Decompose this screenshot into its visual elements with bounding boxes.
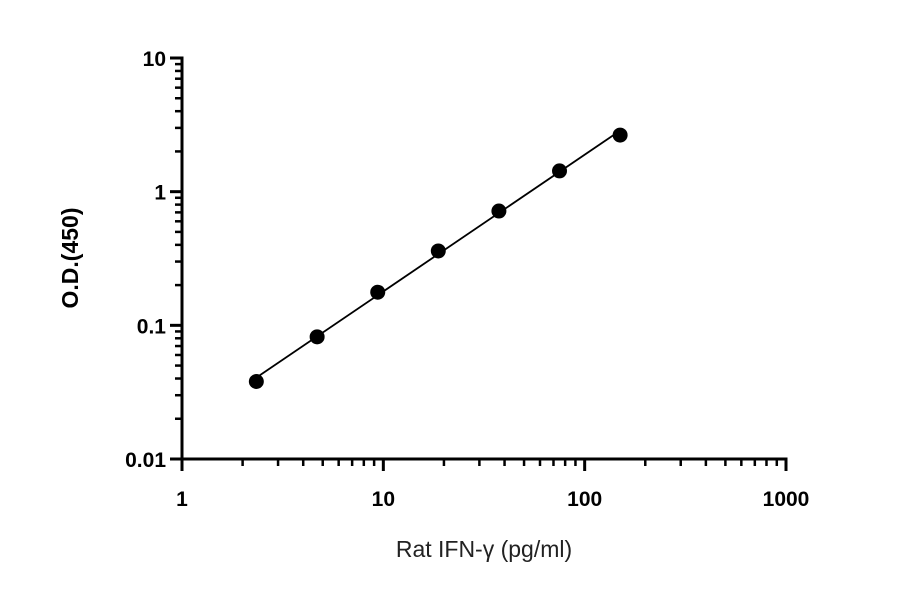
x-axis-title: Rat IFN-γ (pg/ml) bbox=[396, 536, 572, 562]
y-tick-label: 0.01 bbox=[125, 449, 166, 472]
data-point bbox=[491, 203, 507, 219]
y-tick-label: 1 bbox=[154, 182, 166, 205]
y-tick-label: 10 bbox=[143, 48, 166, 71]
x-tick-label: 1 bbox=[176, 488, 188, 511]
data-point bbox=[552, 163, 568, 179]
data-point bbox=[612, 127, 628, 143]
x-tick-label: 100 bbox=[567, 488, 602, 511]
data-point bbox=[309, 329, 325, 345]
data-point bbox=[248, 374, 264, 390]
x-tick-label: 1000 bbox=[763, 488, 810, 511]
data-point bbox=[430, 243, 446, 259]
data-point bbox=[370, 284, 386, 300]
data-marks bbox=[248, 127, 628, 390]
x-tick-label: 10 bbox=[372, 488, 395, 511]
tick-labels: 1 10 100 1000 0.01 0.1 1 10 bbox=[125, 48, 809, 511]
axes bbox=[170, 56, 788, 471]
y-axis-title: O.D.(450) bbox=[57, 208, 83, 309]
y-tick-label: 0.1 bbox=[137, 315, 167, 338]
